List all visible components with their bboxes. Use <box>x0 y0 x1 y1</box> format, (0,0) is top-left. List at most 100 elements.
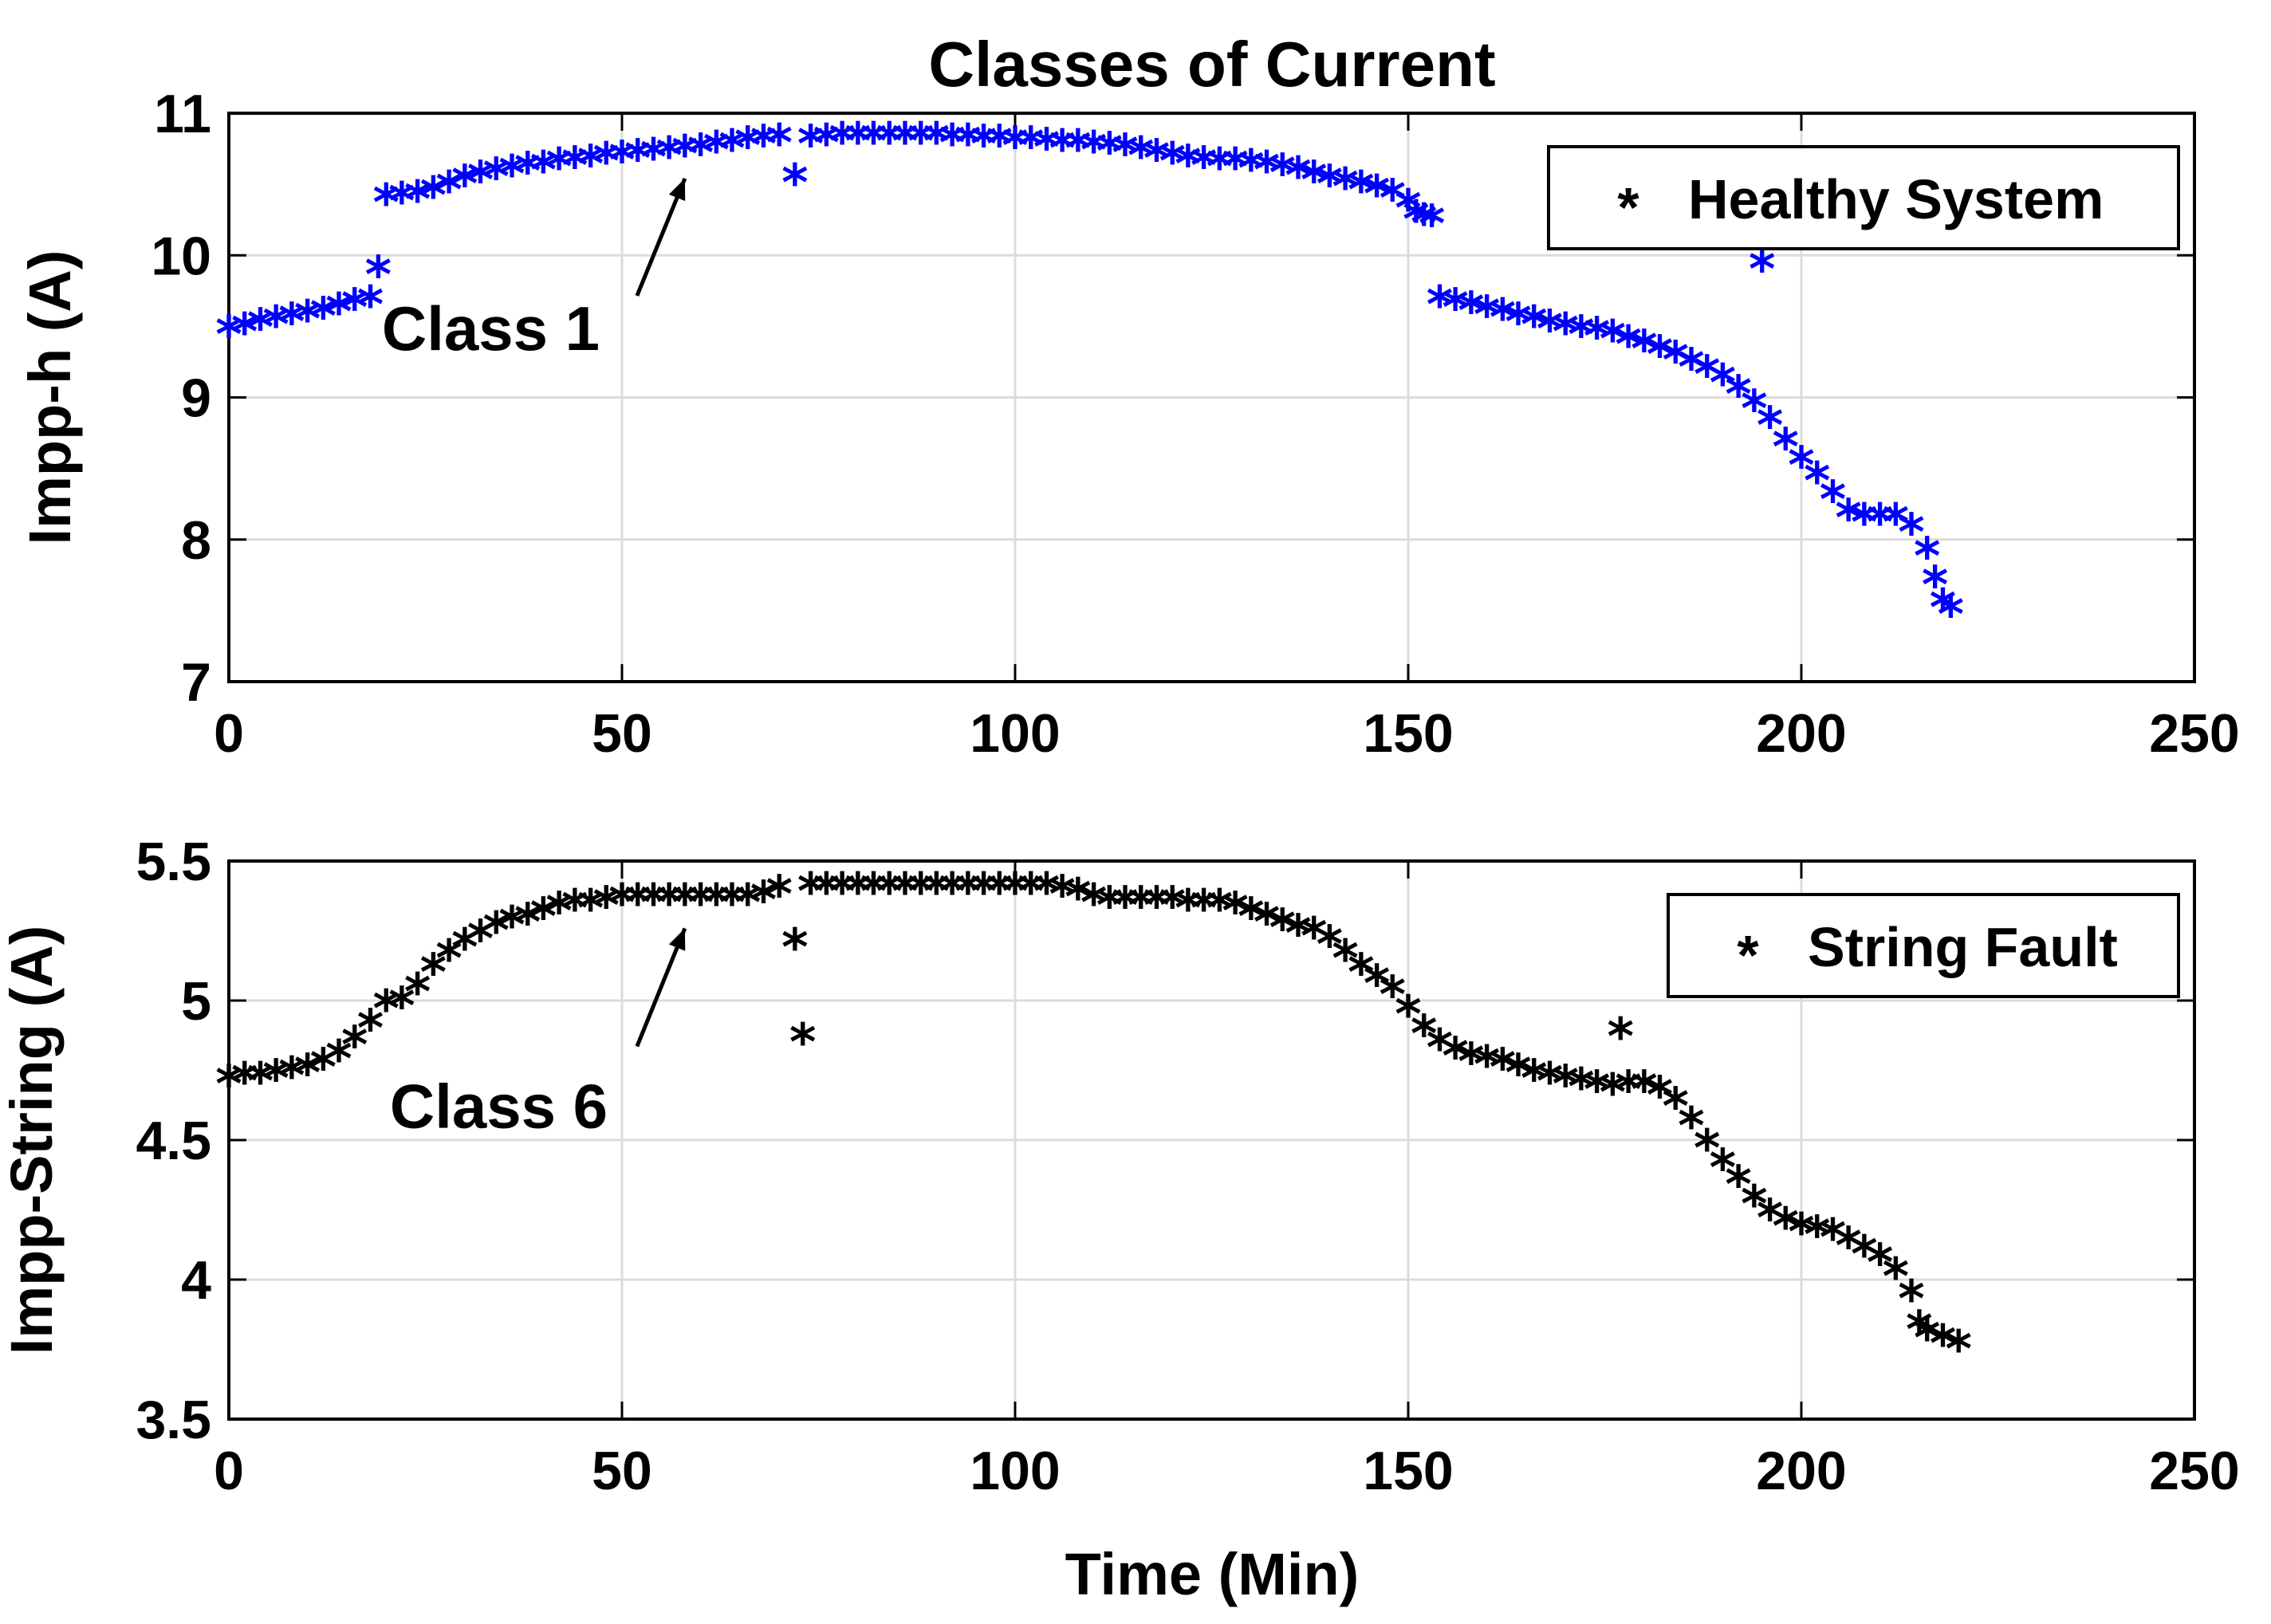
data-point: * <box>797 863 824 922</box>
data-point: * <box>1773 419 1799 478</box>
data-point: * <box>1317 155 1343 214</box>
data-point: * <box>876 863 903 922</box>
data-point: * <box>1945 1321 1971 1380</box>
data-point: * <box>1442 1028 1468 1087</box>
data-point: * <box>1033 119 1060 178</box>
data-point: * <box>1930 1315 1956 1374</box>
data-point: * <box>1143 130 1170 189</box>
y-tick-label: 3.5 <box>136 1390 211 1450</box>
data-point: * <box>750 116 777 175</box>
data-point: * <box>467 910 494 969</box>
data-point: * <box>514 143 541 202</box>
data-point: * <box>1065 120 1091 179</box>
y-tick-label: 4 <box>181 1250 211 1311</box>
data-point: * <box>561 880 588 939</box>
data-point: * <box>1914 1310 1940 1369</box>
data-point: * <box>1615 1061 1641 1120</box>
data-point: * <box>1749 241 1775 300</box>
chart-title: Classes of Current <box>928 29 1495 100</box>
data-point: * <box>844 863 871 922</box>
data-point: * <box>1584 1061 1610 1120</box>
data-point: * <box>640 128 667 187</box>
data-point: * <box>608 875 635 934</box>
y-tick-label: 11 <box>154 84 211 144</box>
data-point: * <box>231 1053 258 1112</box>
data-point: * <box>1474 286 1500 345</box>
data-point: * <box>1851 493 1877 552</box>
data-point: * <box>1835 490 1861 549</box>
top-plot-annotation: Class 1 <box>382 177 687 364</box>
data-point: * <box>891 113 918 172</box>
data-point: * <box>1631 320 1657 379</box>
data-point: * <box>1159 877 1185 936</box>
data-point: * <box>215 1056 242 1115</box>
data-point: * <box>1631 1061 1657 1120</box>
top-plot-y-axis-label: Impp-h (A) <box>17 250 83 545</box>
data-point: * <box>1269 144 1296 203</box>
data-point: * <box>1647 326 1673 385</box>
data-point: * <box>514 894 541 953</box>
data-point: * <box>970 863 997 922</box>
data-point: * <box>907 113 934 172</box>
data-point: * <box>498 146 525 205</box>
data-point: * <box>1128 127 1154 186</box>
data-point: * <box>829 863 855 922</box>
data-point: * <box>789 1014 816 1073</box>
data-point: * <box>278 293 305 352</box>
top-plot-legend: * Healthy System <box>1547 145 2180 250</box>
data-point: * <box>1584 308 1610 367</box>
data-point: * <box>372 174 399 233</box>
data-point: * <box>1238 888 1264 947</box>
data-point: * <box>1851 1226 1877 1285</box>
data-point: * <box>734 117 761 176</box>
data-point: * <box>1804 1206 1830 1265</box>
data-point: * <box>1914 528 1940 587</box>
data-point: * <box>1788 437 1814 496</box>
data-point: * <box>624 130 651 189</box>
data-point: * <box>215 306 242 365</box>
x-tick-label: 250 <box>2149 703 2239 764</box>
data-point: * <box>781 919 808 978</box>
data-point: * <box>1552 1056 1578 1115</box>
data-point: * <box>365 246 392 305</box>
data-point: * <box>310 1039 337 1098</box>
data-point: * <box>1678 339 1704 398</box>
data-point: * <box>970 116 997 175</box>
data-point: * <box>1505 1044 1531 1103</box>
data-point: * <box>404 964 431 1023</box>
data-point: * <box>1741 1176 1767 1235</box>
data-point: * <box>1820 471 1846 530</box>
data-point: * <box>1332 930 1358 989</box>
data-point: * <box>357 277 384 336</box>
x-tick-label: 50 <box>592 1441 652 1501</box>
bottom-plot-y-axis-label: Impp-String (A) <box>0 926 65 1355</box>
data-point: * <box>1206 880 1233 939</box>
data-point: * <box>1757 397 1783 456</box>
data-point: * <box>294 290 321 349</box>
y-tick-label: 9 <box>181 368 211 429</box>
x-tick-label: 100 <box>970 703 1060 764</box>
data-point: * <box>766 114 792 173</box>
legend-marker-icon: * <box>1617 176 1639 238</box>
data-point: * <box>325 284 352 343</box>
data-point: * <box>498 897 525 956</box>
data-point: * <box>766 866 792 925</box>
data-point: * <box>1348 161 1374 220</box>
data-point: * <box>1505 293 1531 352</box>
data-point: * <box>1419 195 1445 254</box>
data-point: * <box>655 875 682 934</box>
data-point: * <box>577 880 604 939</box>
data-point: * <box>1710 1139 1736 1198</box>
data-point: * <box>1364 166 1390 225</box>
data-point: * <box>1867 493 1893 552</box>
data-point: * <box>1835 1217 1861 1276</box>
bottom-plot-legend: * String Fault <box>1667 893 2180 998</box>
data-point: * <box>986 863 1013 922</box>
x-tick-label: 250 <box>2149 1441 2239 1501</box>
data-point: * <box>703 875 730 934</box>
data-point: * <box>1537 1053 1563 1112</box>
data-point: * <box>1269 899 1296 958</box>
data-point: * <box>1678 1098 1704 1157</box>
data-point: * <box>954 114 981 173</box>
